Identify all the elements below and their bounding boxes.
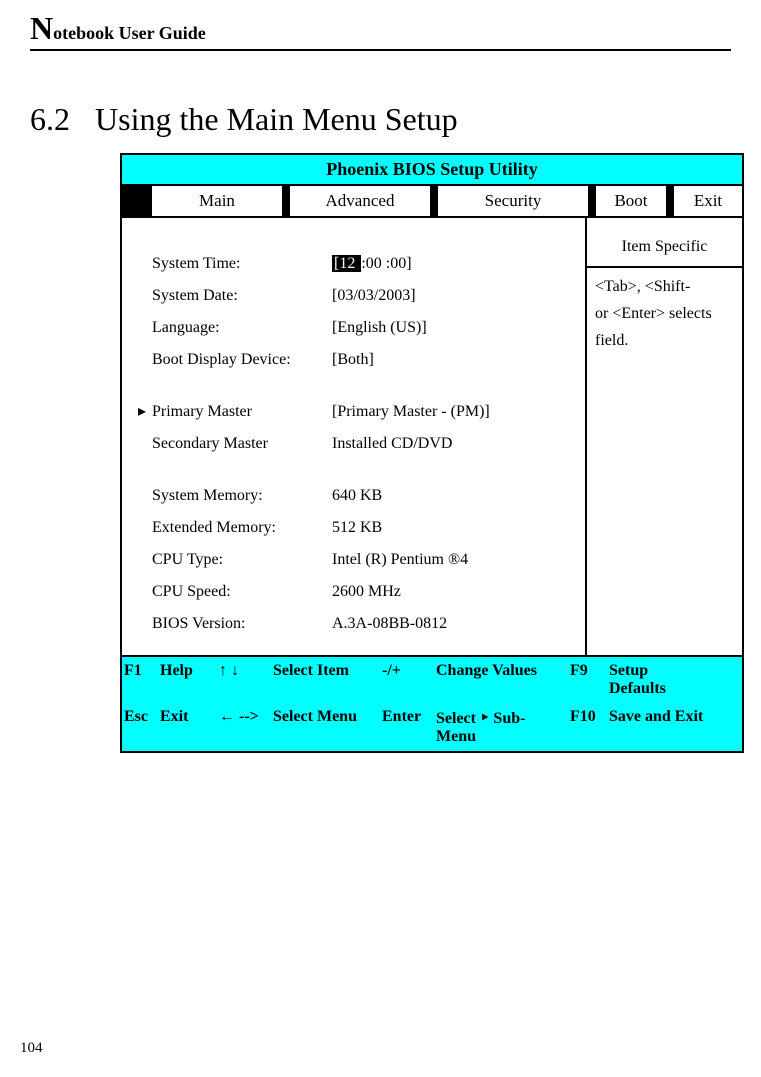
setup-defaults-l2: Defaults [609,680,666,697]
row-cpu-type: CPU Type: Intel (R) Pentium ®4 [132,544,575,576]
bios-window: Phoenix BIOS Setup Utility Main Advanced… [120,153,744,753]
value-boot-display: [Both] [332,344,575,376]
label-extended-memory: Extended Memory: [152,512,332,544]
value-system-memory: 640 KB [332,480,575,512]
book-title: Notebook User Guide [30,23,206,43]
tab-exit[interactable]: Exit [674,186,742,216]
spacer-row [132,376,575,396]
value-system-time: [12 :00 :00] [332,248,575,280]
label-help: Help [158,657,217,703]
help-line: or <Enter> selects [595,300,737,327]
page-number: 104 [20,1040,43,1057]
help-line: <Tab>, <Shift- [595,273,737,300]
label-setup-defaults: Setup Defaults [607,657,742,703]
bios-settings-pane: System Time: [12 :00 :00] System Date: [… [122,218,587,655]
key-f9: F9 [568,657,607,703]
key-updown: ↑ ↓ [217,657,271,703]
label-language: Language: [152,312,332,344]
value-extended-memory: 512 KB [332,512,575,544]
label-cpu-type: CPU Type: [152,544,332,576]
bios-title: Phoenix BIOS Setup Utility [122,155,742,186]
label-system-date: System Date: [152,280,332,312]
help-line: field. [595,327,737,354]
section-content: 6.2 Using the Main Menu Setup Phoenix BI… [0,51,761,753]
key-esc: Esc [122,703,158,751]
label-bios-version: BIOS Version: [152,608,332,640]
setup-defaults-l1: Setup [609,662,648,679]
label-primary-master: Primary Master [152,396,332,428]
tab-advanced[interactable]: Advanced [290,186,430,216]
section-number: 6.2 [30,101,70,138]
label-select-menu: Select Menu [271,703,380,751]
label-save-exit: Save and Exit [607,703,742,751]
tab-gap [282,186,290,216]
time-rest: :00 :00] [361,255,411,272]
spacer-row [132,460,575,480]
value-system-date: [03/03/2003] [332,280,575,312]
book-title-rest: otebook User Guide [53,23,206,43]
tab-gap [122,186,152,216]
row-extended-memory: Extended Memory: 512 KB [132,512,575,544]
row-bios-version: BIOS Version: A.3A-08BB-0812 [132,608,575,640]
row-system-memory: System Memory: 640 KB [132,480,575,512]
label-boot-display: Boot Display Device: [152,344,332,376]
tab-main[interactable]: Main [152,186,282,216]
bios-footer: F1 Help ↑ ↓ Select Item -/+ Change Value… [122,655,742,751]
label-select-sub: Select ‣ Sub- Menu [434,703,568,751]
key-minusplus: -/+ [380,657,434,703]
time-highlight: [12 [332,255,361,272]
submenu-arrow-icon: ▸ [132,396,152,428]
section-title: Using the Main Menu Setup [95,101,458,138]
row-language[interactable]: Language: [English (US)] [132,312,575,344]
key-enter: Enter [380,703,434,751]
label-system-time: System Time: [152,248,332,280]
label-select-item: Select Item [271,657,380,703]
label-cpu-speed: CPU Speed: [152,576,332,608]
bios-tab-row: Main Advanced Security Boot Exit [122,186,742,218]
row-cpu-speed: CPU Speed: 2600 MHz [132,576,575,608]
footer-row: Esc Exit ← --> Select Menu Enter Select … [122,703,742,751]
select-sub-l2: Menu [436,728,476,745]
value-cpu-type: Intel (R) Pentium ®4 [332,544,575,576]
label-exit: Exit [158,703,217,751]
value-language: [English (US)] [332,312,575,344]
tab-security[interactable]: Security [438,186,588,216]
row-system-time[interactable]: System Time: [12 :00 :00] [132,248,575,280]
label-secondary-master: Secondary Master [152,428,332,460]
key-f10: F10 [568,703,607,751]
footer-key-table: F1 Help ↑ ↓ Select Item -/+ Change Value… [122,657,742,751]
help-body: <Tab>, <Shift- or <Enter> selects field. [587,268,742,655]
book-header: Notebook User Guide [0,0,761,47]
label-change-values: Change Values [434,657,568,703]
tab-gap [588,186,596,216]
value-cpu-speed: 2600 MHz [332,576,575,608]
label-system-memory: System Memory: [152,480,332,512]
tab-boot[interactable]: Boot [596,186,666,216]
row-system-date[interactable]: System Date: [03/03/2003] [132,280,575,312]
key-f1: F1 [122,657,158,703]
tab-gap [430,186,438,216]
value-primary-master: [Primary Master - (PM)] [332,396,575,428]
key-leftright: ← --> [217,703,271,751]
row-boot-display[interactable]: Boot Display Device: [Both] [132,344,575,376]
book-title-initial: N [30,10,53,46]
select-sub-l1: Select ‣ Sub- [436,710,525,727]
value-bios-version: A.3A-08BB-0812 [332,608,575,640]
help-header: Item Specific [587,218,742,268]
section-heading: 6.2 Using the Main Menu Setup [30,101,731,138]
bios-help-pane: Item Specific <Tab>, <Shift- or <Enter> … [587,218,742,655]
row-secondary-master[interactable]: Secondary Master Installed CD/DVD [132,428,575,460]
row-primary-master[interactable]: ▸ Primary Master [Primary Master - (PM)] [132,396,575,428]
bios-body: System Time: [12 :00 :00] System Date: [… [122,218,742,655]
footer-row: F1 Help ↑ ↓ Select Item -/+ Change Value… [122,657,742,703]
value-secondary-master: Installed CD/DVD [332,428,575,460]
tab-gap [666,186,674,216]
